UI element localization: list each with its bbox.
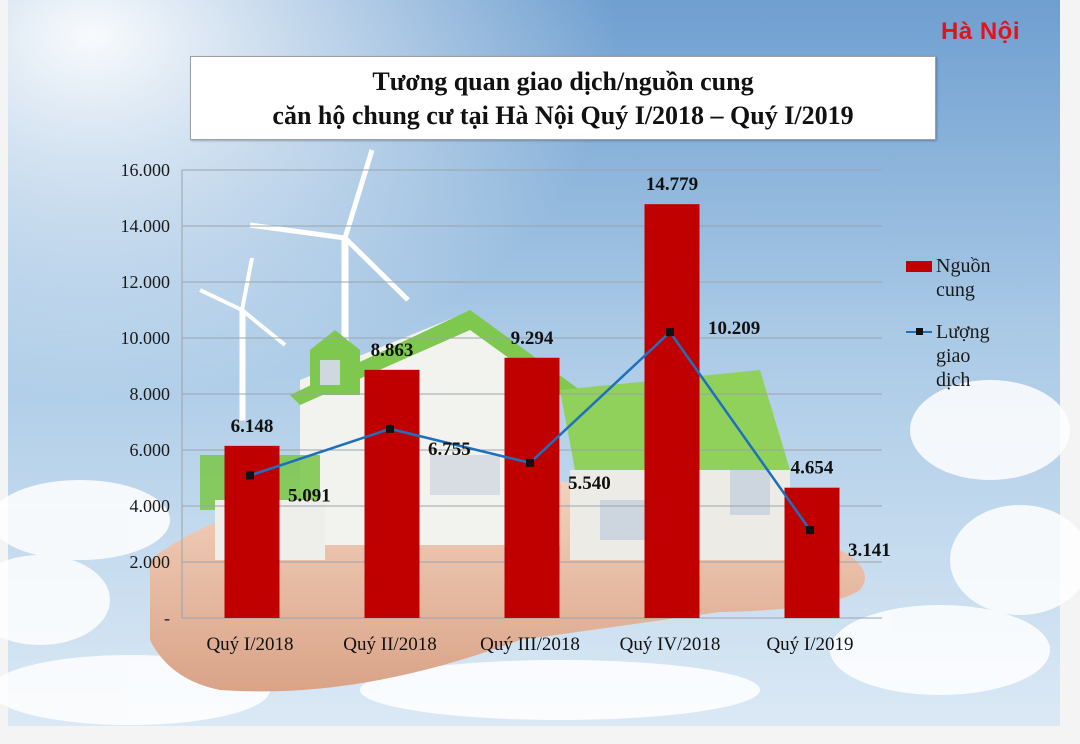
line-data-label: 5.540 xyxy=(568,473,611,494)
bar-supply xyxy=(784,487,840,618)
y-tick-label: 2.000 xyxy=(130,552,171,572)
line-marker xyxy=(666,328,674,337)
x-category-label: Quý III/2018 xyxy=(480,634,580,655)
legend-item-transactions: Lượng giao dịch xyxy=(906,320,1016,392)
legend-bar-swatch xyxy=(906,261,932,272)
bar-data-label: 6.148 xyxy=(231,416,274,437)
chart-title: Tương quan giao dịch/nguồn cung căn hộ c… xyxy=(190,56,936,140)
line-data-label: 10.209 xyxy=(708,318,760,339)
y-tick-label: 4.000 xyxy=(130,496,171,516)
legend-label-supply: Nguồn cung xyxy=(936,255,991,301)
y-tick-label: 10.000 xyxy=(121,328,171,348)
line-marker xyxy=(806,526,814,535)
y-tick-label: 12.000 xyxy=(121,272,171,292)
chart-legend: Nguồn cung Lượng giao dịch xyxy=(906,254,1016,410)
line-data-label: 3.141 xyxy=(848,540,891,561)
bar-data-label: 9.294 xyxy=(511,328,554,349)
line-data-label: 6.755 xyxy=(428,439,471,460)
chart-title-line-2: căn hộ chung cư tại Hà Nội Quý I/2018 – … xyxy=(272,101,854,130)
bar-supply xyxy=(644,204,700,619)
line-marker xyxy=(386,424,394,433)
chart-title-line-1: Tương quan giao dịch/nguồn cung xyxy=(372,67,754,96)
line-data-label: 5.091 xyxy=(288,485,331,506)
legend-line-swatch xyxy=(906,328,932,335)
bar-data-label: 8.863 xyxy=(371,340,414,361)
line-marker xyxy=(246,471,254,480)
bar-data-label: 14.779 xyxy=(646,174,698,195)
line-marker xyxy=(526,458,534,467)
x-category-label: Quý IV/2018 xyxy=(620,634,721,655)
bar-supply xyxy=(364,369,420,618)
x-category-label: Quý I/2018 xyxy=(206,634,293,655)
y-tick-label: 14.000 xyxy=(121,216,171,236)
legend-label-transactions: Lượng giao dịch xyxy=(936,321,990,391)
y-tick-label: 8.000 xyxy=(130,384,171,404)
y-tick-label: 6.000 xyxy=(130,440,171,460)
region-label: Hà Nội xyxy=(940,18,1020,45)
legend-item-supply: Nguồn cung xyxy=(906,254,1016,302)
bar-data-label: 4.654 xyxy=(791,458,834,479)
y-tick-label: 16.000 xyxy=(121,160,171,180)
x-category-label: Quý I/2019 xyxy=(766,634,853,655)
bar-supply xyxy=(504,357,560,618)
x-category-label: Quý II/2018 xyxy=(343,634,436,655)
y-tick-label: - xyxy=(164,608,170,628)
